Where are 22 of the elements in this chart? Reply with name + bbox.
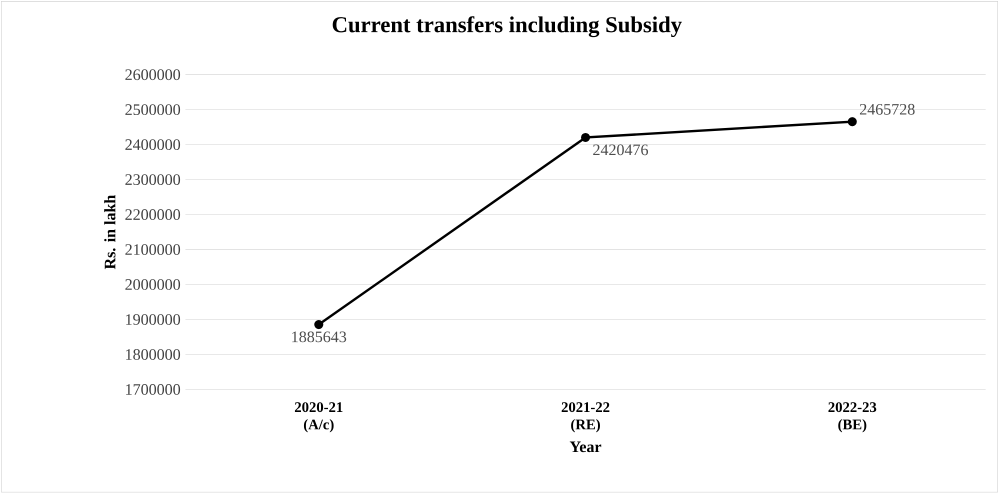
- data-label: 1885643: [292, 332, 346, 343]
- y-tick-label: 1900000: [126, 314, 180, 326]
- y-tick-label: 2400000: [125, 139, 180, 150]
- point: [848, 117, 857, 126]
- y-tick-label: 2500000: [125, 104, 180, 116]
- y-tick-label: 2600000: [125, 70, 180, 80]
- y-tick-label: 2100000: [125, 244, 180, 256]
- y-tick-label: 1800000: [126, 349, 180, 360]
- point: [581, 133, 590, 142]
- data-label: 2420476: [593, 144, 648, 156]
- x-axis-title: Year: [570, 442, 602, 452]
- y-tick-label: 2200000: [125, 209, 180, 220]
- y-axis-title: Rs. in lakh: [104, 195, 116, 270]
- x-tick-label: 2022-23 (BE): [828, 402, 876, 433]
- x-tick-label: 2021-22 (RE): [562, 402, 610, 433]
- y-tick-label: 1700000: [126, 384, 180, 396]
- x-tick-label: 2020-21 (A/c): [294, 402, 342, 433]
- chart-title: Current transfers including Subsidy: [332, 16, 682, 38]
- y-tick-label: 2000000: [125, 279, 180, 290]
- y-tick-label: 2300000: [125, 174, 180, 186]
- data-label: 2465728: [860, 104, 915, 115]
- point: [314, 320, 324, 330]
